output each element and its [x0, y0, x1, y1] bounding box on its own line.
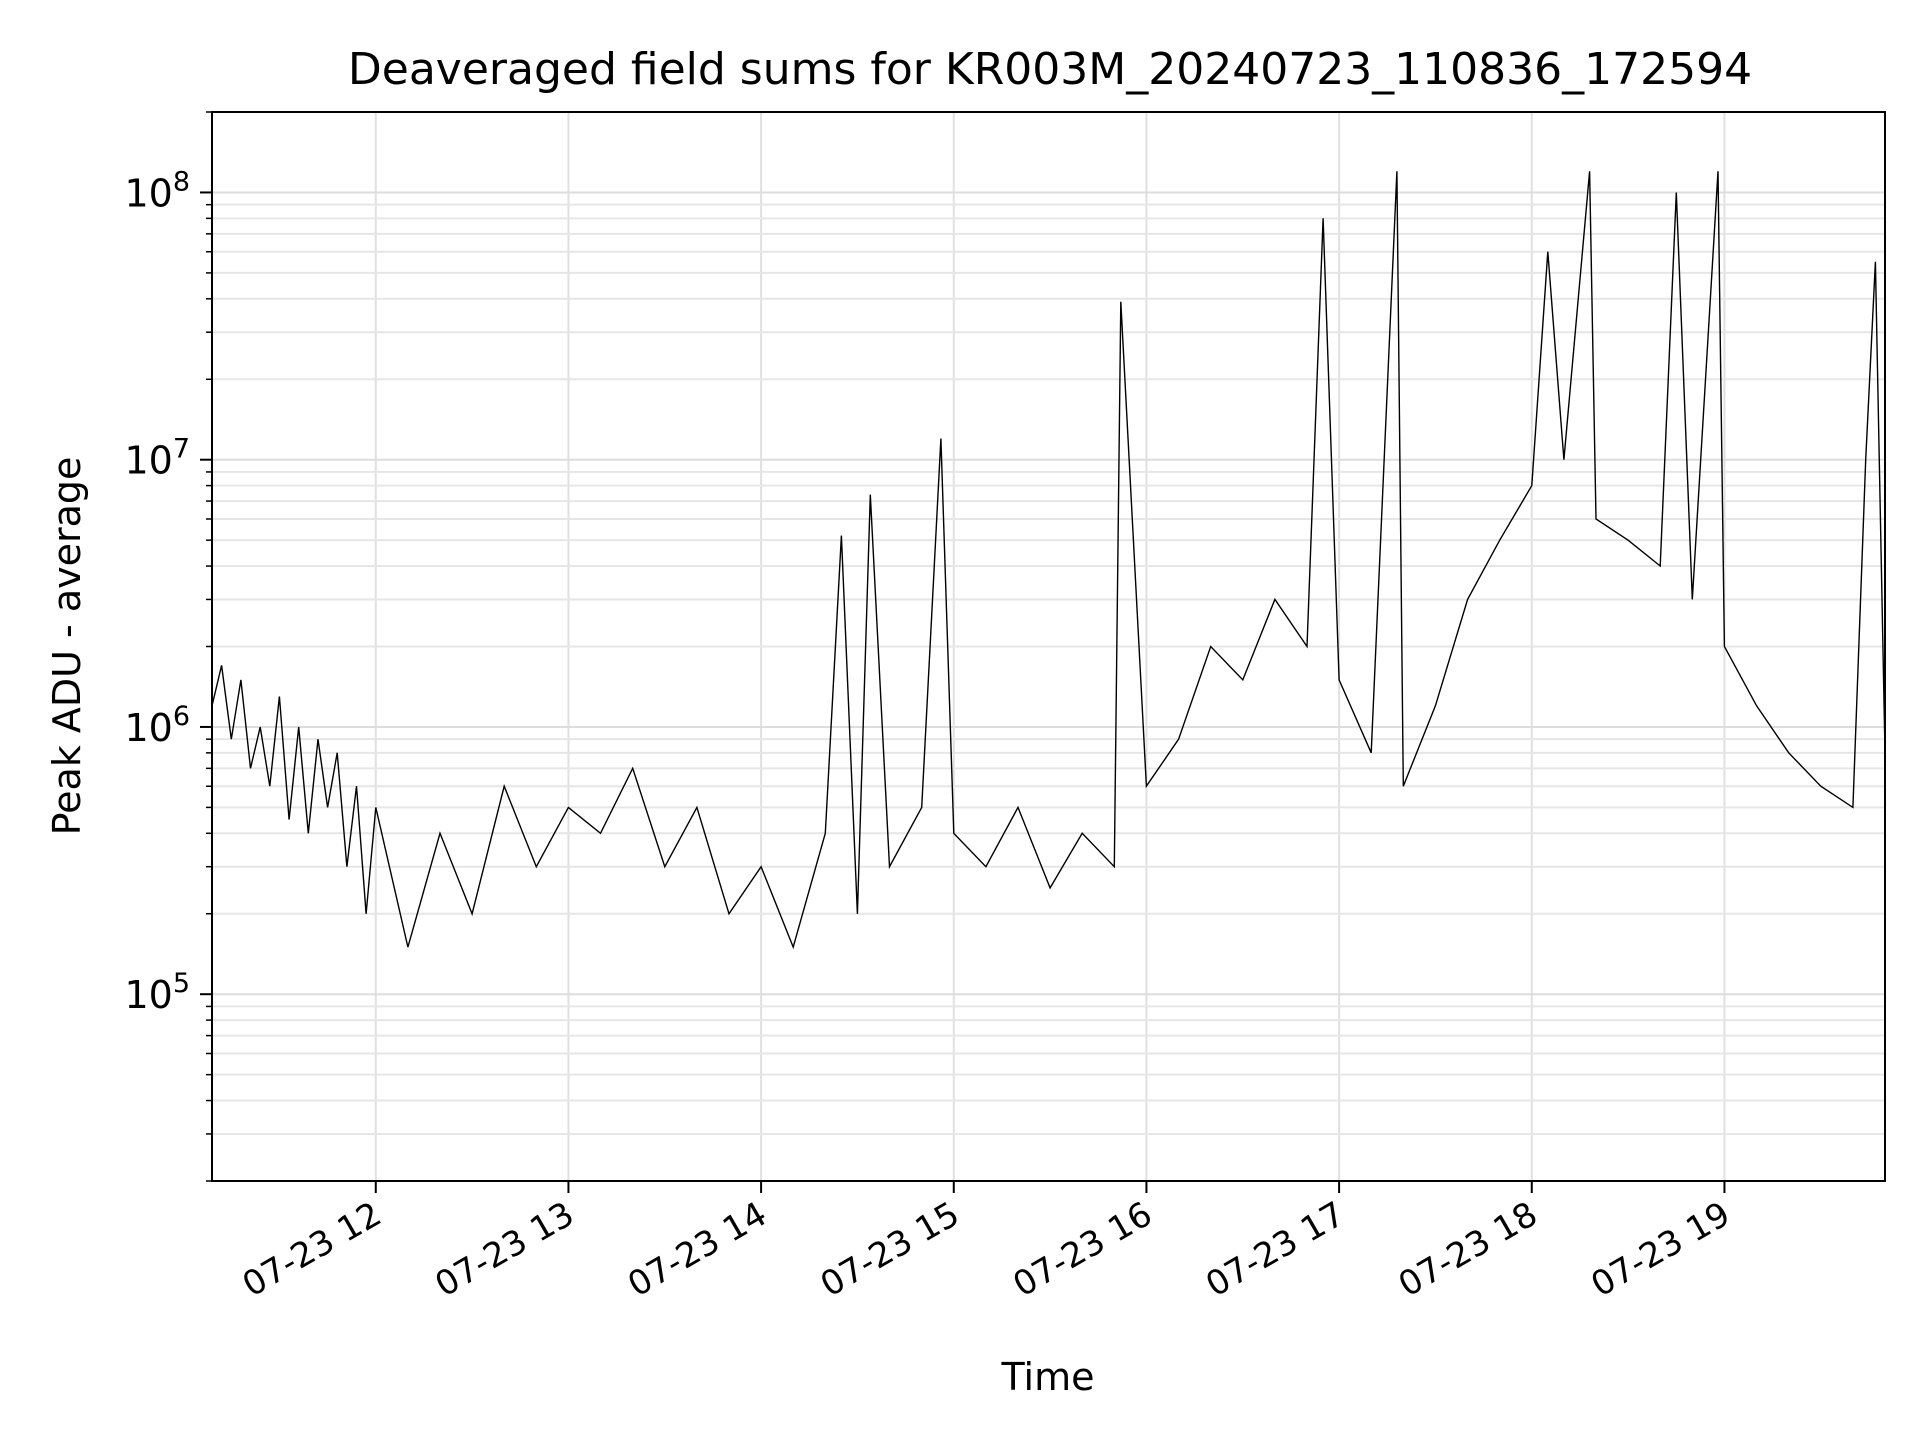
- grid-lines: [212, 111, 1885, 1182]
- y-axis-label: Peak ADU - average: [45, 457, 89, 836]
- y-tick-label: 107: [124, 434, 190, 483]
- y-tick-label: 105: [124, 968, 190, 1017]
- x-axis-label: Time: [1001, 1355, 1095, 1399]
- data-series: [211, 171, 1886, 950]
- series-line: [211, 171, 1886, 950]
- y-tick-label: 108: [124, 166, 190, 215]
- chart-title: Deaveraged field sums for KR003M_2024072…: [348, 44, 1752, 95]
- y-tick-label: 106: [124, 701, 190, 750]
